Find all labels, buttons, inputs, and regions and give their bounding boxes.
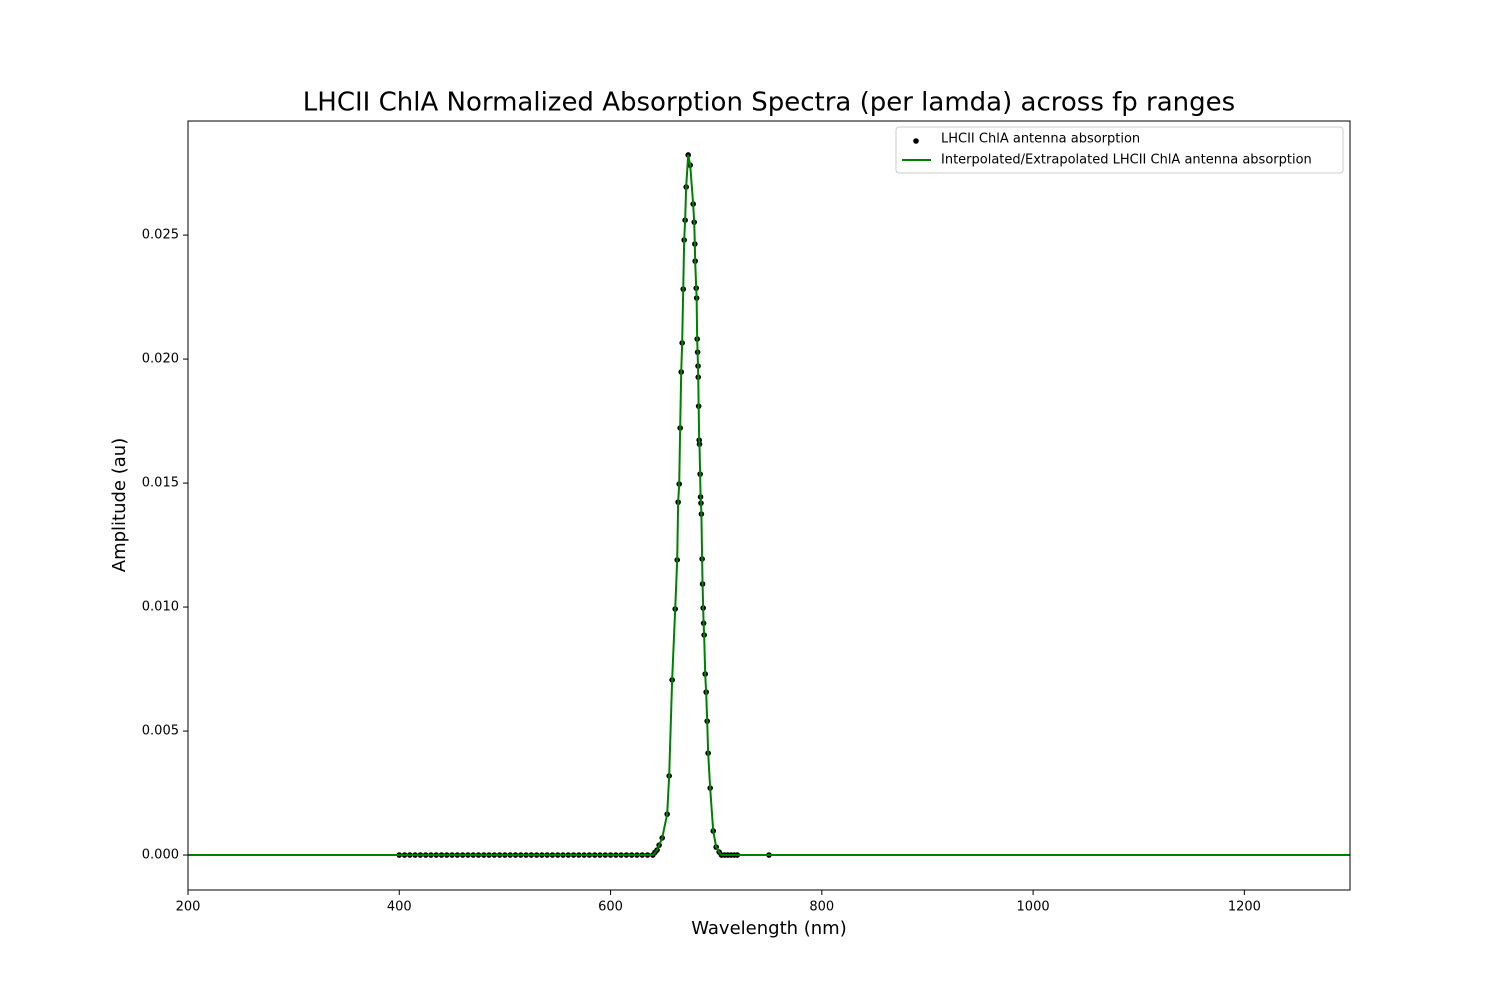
- x-tick-label: 600: [598, 900, 623, 915]
- legend-label: Interpolated/Extrapolated LHCII ChlA ant…: [941, 153, 1312, 168]
- data-line: [188, 154, 1350, 857]
- plot-frame: [187, 120, 1351, 891]
- x-tick-label: 200: [176, 900, 201, 915]
- chart-title: LHCII ChlA Normalized Absorption Spectra…: [303, 88, 1235, 118]
- legend-label: LHCII ChlA antenna absorption: [941, 132, 1140, 147]
- x-tick-label: 800: [809, 900, 834, 915]
- x-tick-label: 1200: [1228, 900, 1261, 915]
- x-tick-label: 400: [387, 900, 412, 915]
- legend-marker: [913, 138, 919, 144]
- y-tick-label: 0.000: [142, 848, 179, 863]
- y-tick-label: 0.005: [142, 724, 179, 739]
- x-tick-label: 1000: [1017, 900, 1050, 915]
- y-tick-label: 0.010: [142, 600, 179, 615]
- y-tick-label: 0.020: [142, 352, 179, 367]
- plot-area: [188, 152, 1350, 858]
- y-tick-label: 0.025: [142, 228, 179, 243]
- legend-box: [895, 126, 1344, 174]
- x-axis-label: Wavelength (nm): [691, 918, 847, 939]
- y-axis-label: Amplitude (au): [109, 438, 130, 572]
- y-tick-label: 0.015: [142, 476, 179, 491]
